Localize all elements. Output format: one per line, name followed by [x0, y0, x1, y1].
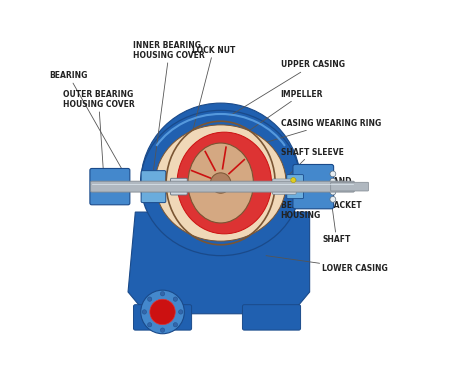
- FancyBboxPatch shape: [171, 178, 187, 195]
- FancyBboxPatch shape: [90, 168, 130, 205]
- Text: LOCK NUT: LOCK NUT: [179, 46, 235, 185]
- Text: OUTER BEARING
HOUSING COVER: OUTER BEARING HOUSING COVER: [63, 90, 135, 187]
- FancyBboxPatch shape: [293, 164, 334, 209]
- Ellipse shape: [177, 132, 272, 234]
- Wedge shape: [141, 103, 301, 183]
- Text: INNER BEARING
HOUSING COVER: INNER BEARING HOUSING COVER: [134, 41, 205, 170]
- Circle shape: [142, 310, 146, 314]
- Circle shape: [210, 173, 231, 193]
- Circle shape: [160, 292, 165, 296]
- Ellipse shape: [155, 125, 286, 241]
- FancyBboxPatch shape: [91, 181, 355, 192]
- Circle shape: [173, 322, 178, 327]
- Text: PACKING GLAND: PACKING GLAND: [281, 177, 351, 186]
- Text: SHAFT SLEEVE: SHAFT SLEEVE: [279, 147, 344, 185]
- Ellipse shape: [188, 143, 253, 223]
- Text: BEARING: BEARING: [50, 71, 123, 170]
- Circle shape: [173, 297, 178, 301]
- FancyBboxPatch shape: [141, 171, 166, 203]
- FancyBboxPatch shape: [287, 175, 303, 199]
- Circle shape: [179, 310, 183, 314]
- Circle shape: [147, 297, 152, 301]
- FancyBboxPatch shape: [242, 305, 301, 330]
- Text: LOWER CASING: LOWER CASING: [266, 255, 388, 273]
- Circle shape: [147, 322, 152, 327]
- Circle shape: [330, 178, 336, 184]
- Circle shape: [330, 171, 336, 177]
- Text: BEARING BRACKET
HOUSING: BEARING BRACKET HOUSING: [281, 187, 361, 220]
- FancyBboxPatch shape: [272, 179, 296, 194]
- Circle shape: [150, 299, 175, 325]
- Ellipse shape: [141, 111, 301, 255]
- Circle shape: [291, 178, 296, 183]
- Circle shape: [141, 290, 184, 334]
- Text: UPPER CASING: UPPER CASING: [230, 60, 345, 116]
- Text: IMPELLER: IMPELLER: [226, 90, 323, 147]
- FancyBboxPatch shape: [331, 182, 368, 191]
- Text: SHAFT: SHAFT: [322, 188, 351, 244]
- Circle shape: [330, 197, 336, 202]
- Circle shape: [330, 189, 336, 195]
- Polygon shape: [128, 212, 310, 314]
- Circle shape: [160, 328, 165, 332]
- FancyBboxPatch shape: [134, 305, 191, 330]
- Text: CASING WEARING RING: CASING WEARING RING: [252, 119, 381, 147]
